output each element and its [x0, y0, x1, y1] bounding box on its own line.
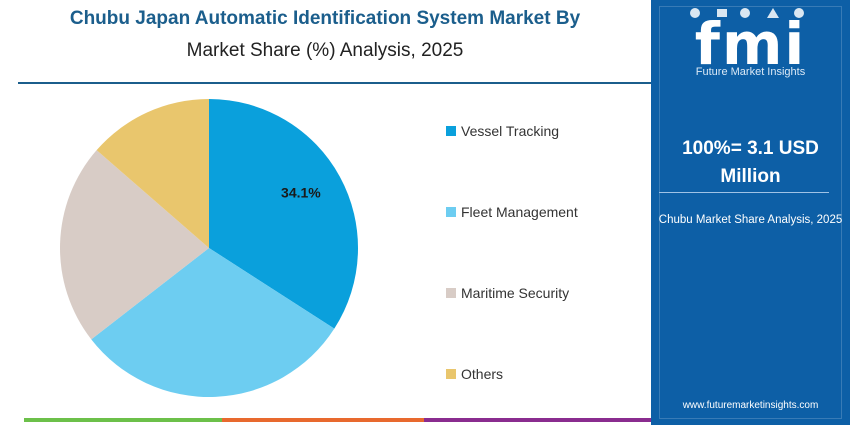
bottom-bar-green — [24, 418, 222, 422]
title-divider — [18, 82, 652, 84]
legend-label: Maritime Security — [461, 285, 570, 301]
legend-label: Others — [461, 366, 504, 382]
market-size-value: 100%= 3.1 USD — [682, 138, 819, 159]
logo-icons — [690, 8, 804, 18]
market-size-unit: Million — [720, 166, 781, 187]
pie-chart: 34.1% — [59, 99, 358, 398]
logo-subtitle: Future Market Insights — [695, 66, 806, 78]
data-label-vessel-tracking: 34.1% — [281, 185, 321, 201]
pie-slice-fleet-management — [91, 248, 335, 398]
legend-swatch — [446, 369, 456, 379]
legend-item-fleet-management: Fleet Management — [446, 204, 636, 220]
legend-label: Vessel Tracking — [461, 123, 560, 139]
bottom-bar-orange — [222, 418, 424, 422]
panel-divider — [659, 192, 829, 193]
website-url: www.futuremarketinsights.com — [682, 400, 819, 411]
fmi-logo: fmi — [694, 10, 807, 78]
legend-swatch — [446, 126, 456, 136]
legend-item-maritime-security: Maritime Security — [446, 285, 636, 301]
legend-label: Fleet Management — [461, 204, 578, 220]
chart-subtitle: Market Share (%) Analysis, 2025 — [186, 40, 464, 61]
legend-item-vessel-tracking: Vessel Tracking — [446, 123, 636, 139]
bottom-bar-purple — [424, 418, 652, 422]
market-size: 100%= 3.1 USD Million — [651, 135, 850, 191]
chart-title: Chubu Japan Automatic Identification Sys… — [69, 8, 581, 29]
side-panel: fmi Future Market Insights 100%= 3.1 USD… — [651, 0, 850, 425]
legend-swatch — [446, 207, 456, 217]
pie-slice-maritime-security — [59, 150, 209, 340]
legend-swatch — [446, 288, 456, 298]
pie-slice-others — [96, 99, 209, 248]
panel-border — [659, 6, 842, 419]
pie-slice-vessel-tracking — [209, 99, 358, 329]
region-caption: Chubu Market Share Analysis, 2025 — [658, 214, 843, 226]
legend-item-others: Others — [446, 366, 636, 382]
